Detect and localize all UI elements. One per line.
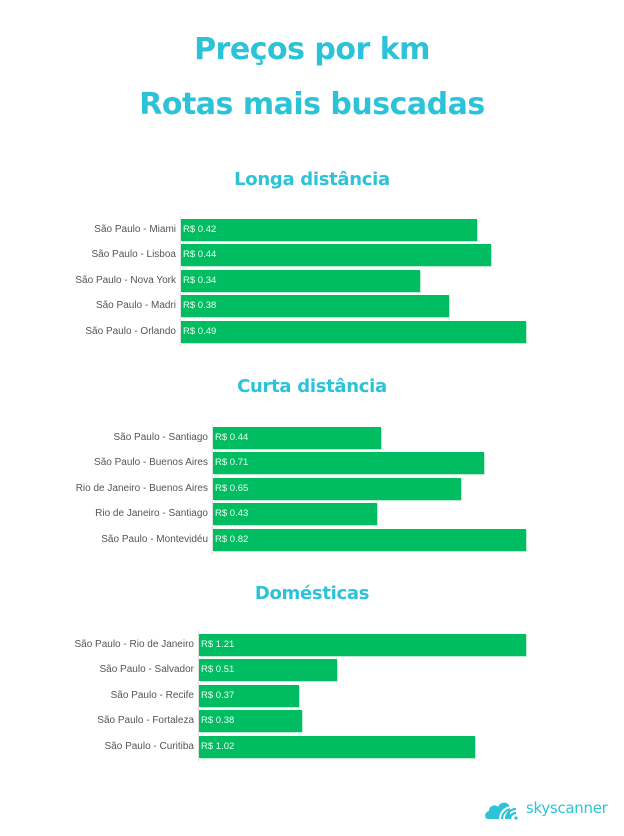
bar-row: São Paulo - Santiago R$ 0.44 — [0, 427, 624, 449]
bar-row: Rio de Janeiro - Buenos Aires R$ 0.65 — [0, 478, 624, 500]
price-value-label: R$ 0.43 — [215, 508, 249, 519]
route-label: São Paulo - Salvador — [99, 664, 194, 675]
route-label: São Paulo - Orlando — [85, 326, 176, 337]
page-title-line2: Rotas mais buscadas — [139, 87, 485, 122]
price-bar: R$ 1.02 — [199, 736, 475, 758]
price-bar: R$ 0.38 — [199, 710, 302, 732]
price-bar: R$ 0.49 — [181, 321, 526, 343]
price-value-label: R$ 0.49 — [183, 326, 217, 337]
route-label: São Paulo - Fortaleza — [97, 715, 194, 726]
route-label: Rio de Janeiro - Santiago — [95, 508, 208, 519]
route-label: São Paulo - Miami — [94, 224, 176, 235]
bar-row: São Paulo - Buenos Aires R$ 0.71 — [0, 452, 624, 474]
price-value-label: R$ 0.42 — [183, 224, 217, 235]
price-value-label: R$ 0.71 — [215, 457, 249, 468]
section-title-curta: Curta distância — [237, 376, 387, 397]
bar-row: São Paulo - Miami R$ 0.42 — [0, 219, 624, 241]
bar-row: São Paulo - Lisboa R$ 0.44 — [0, 244, 624, 266]
route-label: São Paulo - Buenos Aires — [94, 457, 208, 468]
price-bar: R$ 0.82 — [213, 529, 526, 551]
bar-row: São Paulo - Madri R$ 0.38 — [0, 295, 624, 317]
section-title-domesticas: Domésticas — [254, 583, 370, 604]
price-bar: R$ 0.34 — [181, 270, 420, 292]
route-label: Rio de Janeiro - Buenos Aires — [75, 483, 208, 494]
bar-row: São Paulo - Montevidéu R$ 0.82 — [0, 529, 624, 551]
price-bar: R$ 0.42 — [181, 219, 477, 241]
price-bar: R$ 0.65 — [213, 478, 461, 500]
route-label: São Paulo - Santiago — [113, 432, 208, 443]
price-bar: R$ 0.51 — [199, 659, 337, 681]
price-value-label: R$ 0.82 — [215, 534, 249, 545]
skyscanner-wordmark: skyscanner — [526, 799, 608, 817]
price-value-label: R$ 0.44 — [215, 432, 249, 443]
price-value-label: R$ 1.02 — [201, 741, 235, 752]
skyscanner-logo: skyscanner — [484, 793, 608, 823]
price-value-label: R$ 0.38 — [183, 300, 217, 311]
price-value-label: R$ 1.21 — [201, 639, 235, 650]
price-bar: R$ 0.38 — [181, 295, 449, 317]
route-label: São Paulo - Nova York — [75, 275, 176, 286]
route-label: São Paulo - Rio de Janeiro — [74, 639, 194, 650]
bar-row: São Paulo - Curitiba R$ 1.02 — [0, 736, 624, 758]
price-value-label: R$ 0.34 — [183, 275, 217, 286]
price-bar: R$ 0.37 — [199, 685, 299, 707]
price-bar: R$ 0.71 — [213, 452, 484, 474]
price-bar: R$ 1.21 — [199, 634, 526, 656]
skyscanner-cloud-icon — [485, 802, 518, 820]
route-label: São Paulo - Montevidéu — [101, 534, 208, 545]
price-bar: R$ 0.44 — [181, 244, 491, 266]
price-bar: R$ 0.43 — [213, 503, 377, 525]
route-label: São Paulo - Lisboa — [91, 249, 176, 260]
bar-row: São Paulo - Recife R$ 0.37 — [0, 685, 624, 707]
bar-row: São Paulo - Fortaleza R$ 0.38 — [0, 710, 624, 732]
price-value-label: R$ 0.65 — [215, 483, 249, 494]
chart-axis-line — [212, 424, 213, 555]
section-title-longa: Longa distância — [234, 169, 390, 190]
page-title-line1: Preços por km — [194, 32, 430, 67]
price-value-label: R$ 0.51 — [201, 664, 235, 675]
bar-row: São Paulo - Salvador R$ 0.51 — [0, 659, 624, 681]
chart-axis-line — [198, 631, 199, 762]
bar-row: São Paulo - Nova York R$ 0.34 — [0, 270, 624, 292]
route-label: São Paulo - Curitiba — [104, 741, 195, 752]
price-bar: R$ 0.44 — [213, 427, 381, 449]
bar-row: São Paulo - Orlando R$ 0.49 — [0, 321, 624, 343]
price-value-label: R$ 0.38 — [201, 715, 235, 726]
route-label: São Paulo - Recife — [110, 690, 194, 701]
route-label: São Paulo - Madri — [95, 300, 176, 311]
price-value-label: R$ 0.44 — [183, 249, 217, 260]
bar-row: São Paulo - Rio de Janeiro R$ 1.21 — [0, 634, 624, 656]
price-value-label: R$ 0.37 — [201, 690, 235, 701]
bar-row: Rio de Janeiro - Santiago R$ 0.43 — [0, 503, 624, 525]
chart-axis-line — [180, 216, 181, 347]
